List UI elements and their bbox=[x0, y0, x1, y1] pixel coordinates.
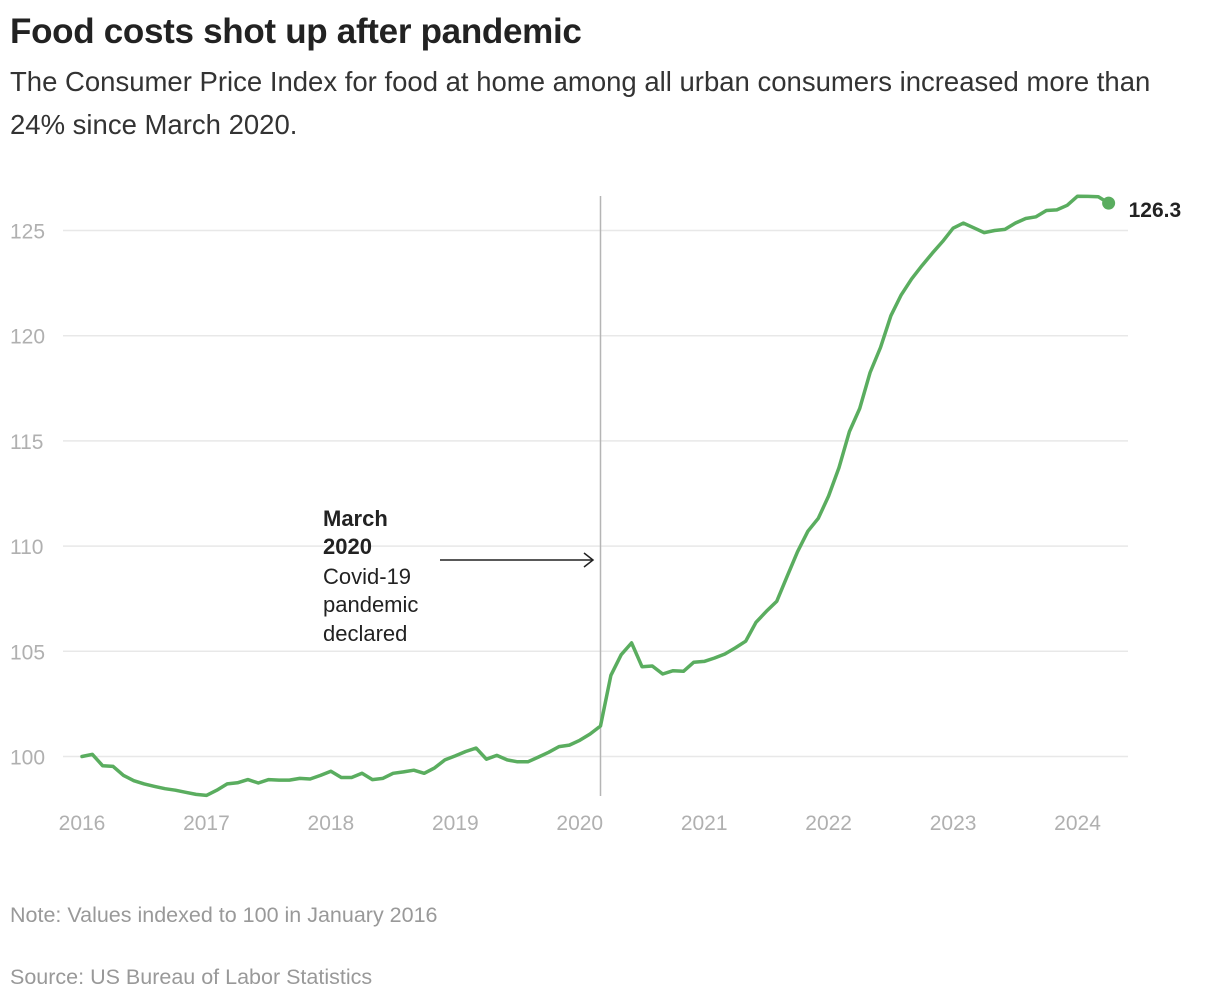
series-line bbox=[80, 194, 1111, 798]
y-tick-label: 120 bbox=[10, 326, 45, 349]
annotation-body-line: pandemic bbox=[323, 592, 418, 617]
annotation-title-line: March bbox=[323, 506, 388, 531]
end-value-label: 126.3 bbox=[1129, 199, 1182, 222]
x-tick-label: 2017 bbox=[183, 812, 230, 835]
note-text: Note: Values indexed to 100 in January 2… bbox=[10, 903, 438, 927]
x-tick-label: 2022 bbox=[805, 812, 852, 835]
annotation-body-line: Covid-19 bbox=[323, 564, 411, 589]
x-tick-label: 2018 bbox=[308, 812, 355, 835]
y-tick-label: 115 bbox=[10, 431, 43, 454]
x-tick-label: 2020 bbox=[556, 812, 603, 835]
y-tick-label: 110 bbox=[10, 536, 43, 559]
arrow-right-icon bbox=[440, 552, 595, 568]
y-tick-label: 100 bbox=[10, 747, 45, 770]
y-axis-ticks: 100 105 110 115 120 125 bbox=[10, 221, 45, 770]
x-tick-label: 2023 bbox=[930, 812, 977, 835]
x-tick-label: 2021 bbox=[681, 812, 728, 835]
annotation-title-line: 2020 bbox=[323, 534, 372, 559]
annotation: March 2020 Covid-19 pandemic declared bbox=[323, 506, 595, 646]
chart-subtitle: The Consumer Price Index for food at hom… bbox=[10, 66, 1151, 140]
source-text: Source: US Bureau of Labor Statistics bbox=[10, 965, 373, 989]
data-points bbox=[81, 196, 1109, 796]
x-tick-label: 2019 bbox=[432, 812, 479, 835]
x-axis-ticks: 2016 2017 2018 2019 2020 2021 2022 2023 2024 bbox=[59, 812, 1102, 835]
x-tick-label: 2024 bbox=[1054, 812, 1101, 835]
x-tick-label: 2016 bbox=[59, 812, 106, 835]
end-point-dot bbox=[1102, 196, 1116, 210]
y-tick-label: 105 bbox=[10, 641, 45, 664]
y-tick-label: 125 bbox=[10, 221, 45, 244]
chart-title: Food costs shot up after pandemic bbox=[10, 12, 582, 51]
gridlines bbox=[63, 229, 1128, 758]
annotation-body-line: declared bbox=[323, 621, 407, 646]
